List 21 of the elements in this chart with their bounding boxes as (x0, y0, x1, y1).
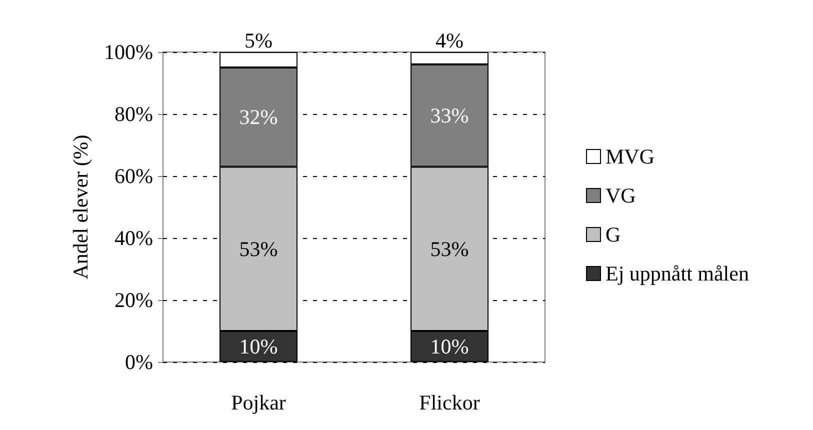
data-label: 32% (239, 105, 278, 130)
y-tick-label: 60% (114, 164, 153, 188)
y-axis-title: Andel elever (%) (68, 134, 92, 280)
legend-label: Ej uppnått målen (606, 262, 750, 286)
y-tick-label: 0% (125, 350, 153, 374)
data-label: 10% (239, 334, 278, 358)
y-tick-label: 20% (114, 288, 153, 312)
data-label: 33% (430, 104, 469, 128)
data-label: 5% (244, 28, 272, 52)
data-label: 53% (239, 236, 278, 261)
data-label: 4% (436, 28, 464, 52)
legend-label: VG (606, 184, 636, 208)
x-tick-label: Flickor (419, 390, 480, 414)
data-label: 10% (430, 334, 469, 358)
legend-label: MVG (606, 144, 655, 168)
x-tick-label: Pojkar (231, 390, 286, 414)
legend-label: G (606, 222, 621, 246)
y-tick-label: 80% (114, 102, 153, 126)
y-tick-label: 100% (104, 40, 153, 64)
y-tick-label: 40% (114, 226, 153, 250)
data-label: 53% (430, 236, 469, 261)
